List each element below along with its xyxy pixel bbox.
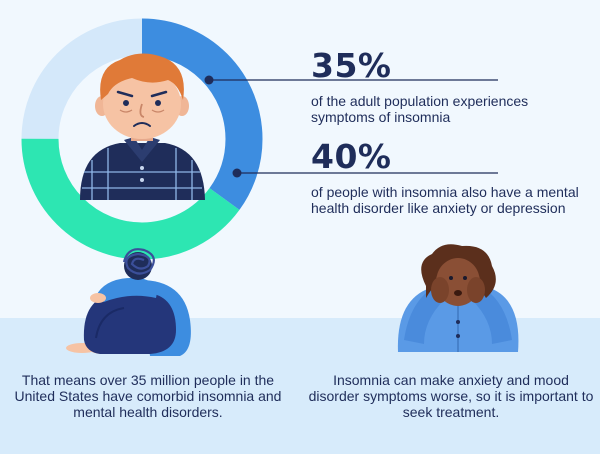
hugging-knees-person-icon: [66, 248, 191, 356]
stat-40-value: 40%: [311, 137, 392, 176]
stat-35-text: of the adult population experiences symp…: [311, 93, 529, 125]
stat-35: 35% of the adult population experiences …: [311, 49, 591, 125]
connector-35: [204, 75, 498, 85]
donut-slice-35: [21, 18, 263, 260]
caption-right: Insomnia can make anxiety and mood disor…: [308, 372, 594, 420]
worried-man-icon: [68, 53, 216, 213]
stat-35-value: 35%: [311, 46, 392, 85]
stressed-woman-icon: [397, 244, 519, 352]
donut-ring: [21, 18, 263, 260]
stat-40-text: of people with insomnia also have a ment…: [311, 184, 579, 216]
donut-slice-40: [21, 18, 263, 260]
stat-40: 40% of people with insomnia also have a …: [311, 140, 591, 216]
caption-left: That means over 35 million people in the…: [14, 372, 282, 420]
connector-40: [232, 168, 498, 178]
